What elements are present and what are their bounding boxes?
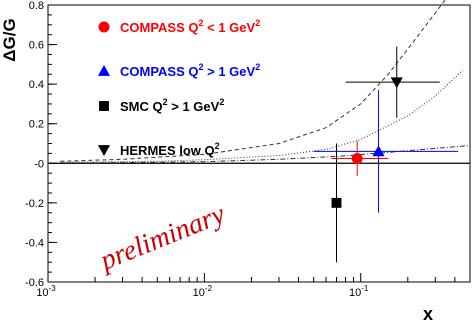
- legend-marker-circle: [98, 21, 110, 33]
- preliminary-annotation: preliminary: [94, 198, 230, 277]
- legend-label-main: COMPASS Q: [120, 64, 199, 79]
- y-tick-label: -0.4: [25, 237, 44, 249]
- data-point-triangle-down: [390, 77, 403, 89]
- y-tick-label: 0.6: [29, 40, 44, 52]
- data-point-triangle-up: [372, 145, 385, 157]
- data-points: [313, 46, 459, 263]
- y-tick-label: -0.2: [25, 198, 44, 210]
- legend-marker-triangle-up: [97, 64, 111, 76]
- legend-label-mid: > 1 GeV: [168, 99, 220, 114]
- plot-border: [47, 4, 471, 283]
- x-tick-exponent: -2: [205, 284, 213, 293]
- axis-ticks: 0.8 0.6 0.4 0.2 -0 -0.2 -0.4 -0.610-3 10-2 10-1: [25, 0, 471, 299]
- legend-label-sup: 2: [199, 62, 204, 72]
- legend-label-sup: 2: [255, 62, 260, 72]
- x-axis-title: x: [423, 304, 433, 324]
- legend-label-sup: 2: [163, 97, 168, 107]
- x-tick-label: 10-2: [193, 284, 213, 299]
- y-tick-label: 0.2: [29, 119, 44, 131]
- legend-label-mid: > 1 GeV: [204, 64, 256, 79]
- y-tick-label: 0.4: [29, 79, 44, 91]
- legend-label: COMPASS Q2 < 1 GeV2: [120, 18, 260, 35]
- legend-label: COMPASS Q2 > 1 GeV2: [120, 62, 260, 79]
- legend-marker-square: [99, 101, 109, 111]
- y-tick-label: -0.6: [25, 277, 44, 289]
- y-axis-title: ΔG/G: [0, 18, 19, 61]
- legend-label-main: SMC Q: [120, 99, 163, 114]
- x-tick-label: 10-3: [36, 284, 56, 299]
- legend-label-mid: < 1 GeV: [204, 20, 256, 35]
- data-point-circle: [351, 153, 363, 165]
- legend-label-sup: 2: [219, 97, 224, 107]
- legend-label-main: HERMES low Q: [120, 143, 215, 158]
- theory-curves: [60, 0, 471, 164]
- legend-marker-triangle-down: [97, 145, 111, 157]
- legend-label-main: COMPASS Q: [120, 20, 199, 35]
- y-tick-label: 0.8: [29, 0, 44, 12]
- x-tick-label: 10-1: [349, 284, 369, 299]
- legend-label: SMC Q2 > 1 GeV2: [120, 97, 224, 114]
- legend-label-sup: 2: [255, 18, 260, 28]
- curve-dashed: [60, 0, 446, 162]
- y-tick-label: -0: [34, 158, 44, 170]
- legend-label-sup: 2: [215, 141, 220, 151]
- plot-frame: [47, 4, 471, 283]
- x-tick-exponent: -1: [361, 284, 369, 293]
- data-point-square: [331, 197, 342, 208]
- x-tick-exponent: -3: [49, 284, 57, 293]
- curve-dashdot: [60, 145, 471, 164]
- legend-label: HERMES low Q2: [120, 141, 220, 158]
- legend-label-sup: 2: [199, 18, 204, 28]
